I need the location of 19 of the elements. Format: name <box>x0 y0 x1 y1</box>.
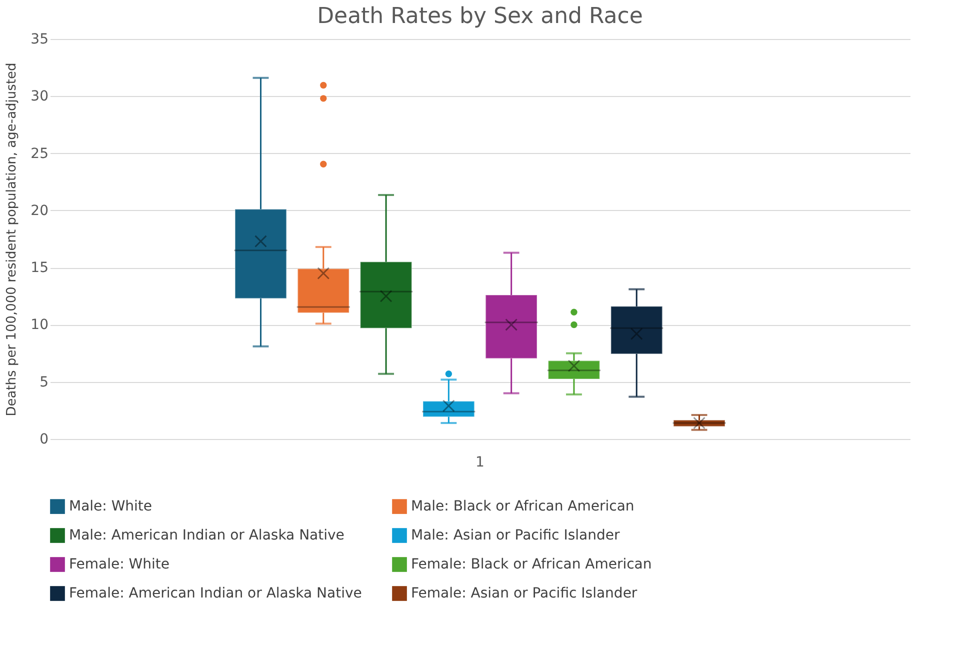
y-tick-label: 10 <box>30 317 48 334</box>
y-tick-label: 15 <box>30 260 48 276</box>
y-tick-label: 35 <box>30 32 48 48</box>
legend-label: Male: White <box>69 498 152 515</box>
legend-label: Male: American Indian or Alaska Native <box>69 528 344 544</box>
y-axis-title: Deaths per 100,000 resident population, age-adjusted <box>4 62 20 416</box>
legend-label: Female: Black or African American <box>411 556 652 572</box>
legend-label: Female: White <box>69 556 170 572</box>
legend-label: Male: Black or African American <box>411 498 634 515</box>
legend-label: Female: Asian or Pacific Islander <box>411 586 638 602</box>
chart-title: Death Rates by Sex and Race <box>317 4 643 29</box>
x-tick-label: 1 <box>476 454 484 470</box>
y-tick-label: 5 <box>40 374 48 390</box>
y-tick-label: 25 <box>30 146 48 162</box>
y-tick-label: 30 <box>30 88 48 105</box>
y-tick-label: 20 <box>30 202 48 219</box>
y-tick-label: 0 <box>40 432 48 448</box>
legend-label: Male: Asian or Pacific Islander <box>411 528 620 544</box>
legend-label: Female: American Indian or Alaska Native <box>69 586 362 602</box>
